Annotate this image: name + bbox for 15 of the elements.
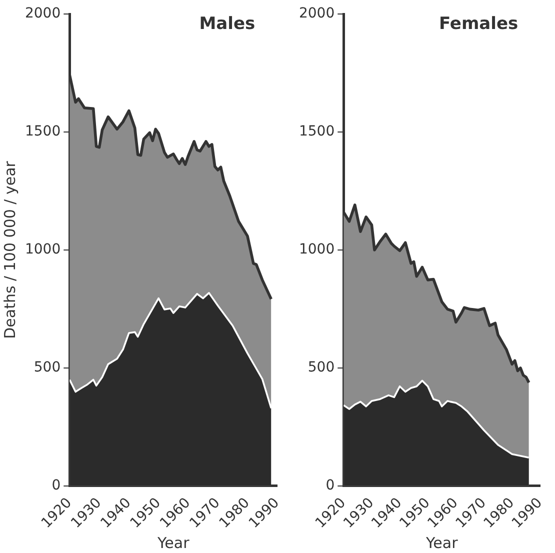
x-axis-title: Year (424, 534, 459, 552)
y-tick-label: 0 (52, 478, 61, 494)
y-tick-label: 500 (34, 360, 61, 376)
x-axis-title: Year (156, 534, 190, 552)
chart-title: Males (199, 14, 256, 34)
y-tick-label: 1000 (298, 242, 335, 258)
y-tick-label: 500 (308, 360, 335, 376)
y-tick-label: 0 (326, 478, 335, 494)
chart-title: Females (438, 14, 518, 34)
y-axis-title: Deaths / 100 000 / year (0, 160, 19, 339)
y-tick-label: 2000 (298, 6, 335, 22)
y-tick-label: 1500 (298, 124, 335, 140)
y-tick-label: 2000 (24, 6, 61, 22)
y-tick-label: 1500 (24, 124, 61, 140)
y-tick-label: 1000 (24, 242, 61, 258)
